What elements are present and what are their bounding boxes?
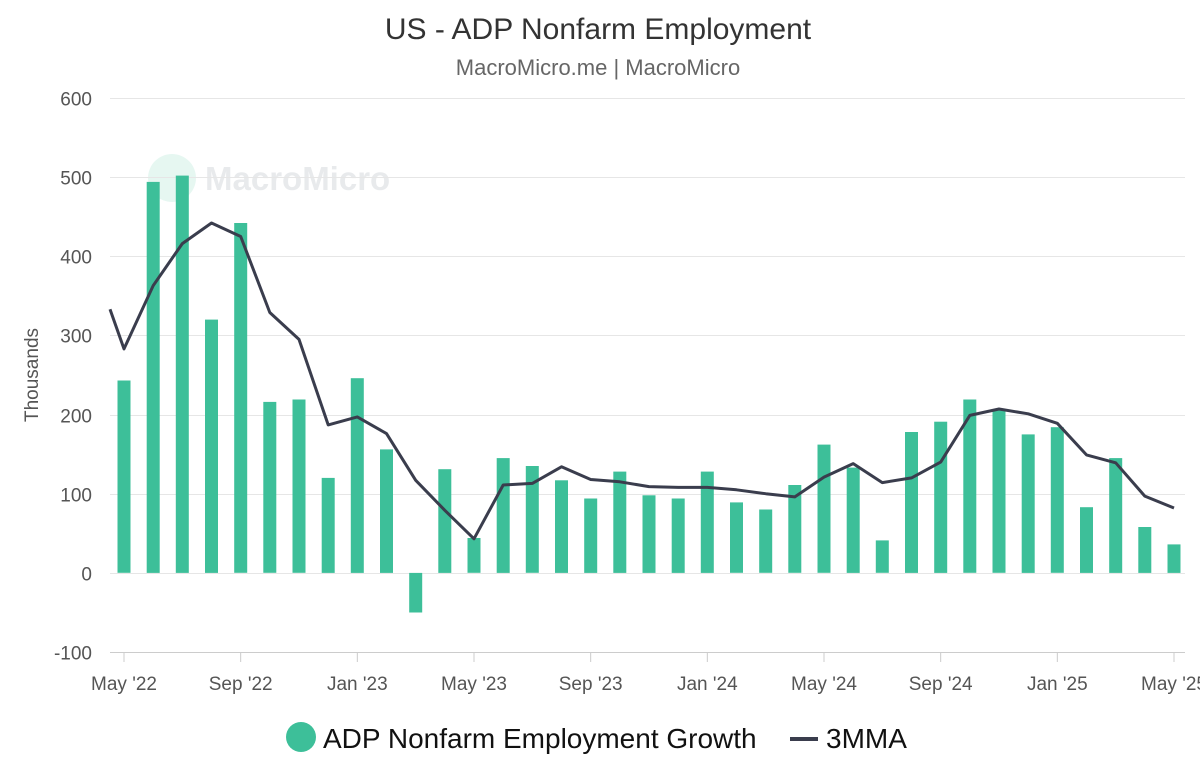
y-tick-label: 600: [60, 90, 92, 111]
bar[interactable]: [496, 458, 510, 573]
line-series: [108, 221, 1175, 541]
bar[interactable]: [380, 449, 393, 573]
bar[interactable]: [613, 471, 627, 573]
x-tick-label: May '24: [791, 674, 857, 695]
x-axis-ticks: May '22 Sep '22 Jan '23 May '23 Sep '23 Jan '…: [91, 652, 1200, 695]
bar[interactable]: [525, 466, 539, 573]
bar[interactable]: [234, 223, 248, 573]
bar[interactable]: [1138, 527, 1152, 573]
legend-bars-label: ADP Nonfarm Employment Growth: [323, 723, 757, 754]
bar[interactable]: [934, 421, 948, 573]
bar[interactable]: [1109, 458, 1123, 573]
y-axis-label: Thousands: [22, 328, 43, 422]
bar[interactable]: [350, 378, 364, 573]
bar[interactable]: [117, 380, 131, 573]
bar[interactable]: [963, 399, 977, 573]
bar[interactable]: [438, 469, 452, 573]
x-tick-label: Jan '23: [327, 674, 388, 695]
grid-layer: [110, 98, 1185, 574]
x-tick-label: Jan '25: [1027, 674, 1088, 695]
x-tick-label: Sep '23: [559, 674, 623, 695]
bar[interactable]: [146, 181, 160, 573]
watermark: MacroMicro: [148, 154, 390, 202]
legend-item-line[interactable]: 3MMA: [790, 723, 907, 754]
bar[interactable]: [321, 477, 335, 573]
y-tick-label: -100: [54, 644, 92, 665]
bar[interactable]: [1021, 434, 1035, 573]
bar[interactable]: [905, 432, 918, 573]
x-tick-label: May '22: [91, 674, 157, 695]
bar[interactable]: [992, 409, 1006, 573]
bar[interactable]: [642, 495, 656, 573]
bar[interactable]: [759, 509, 773, 573]
bar-series: [117, 175, 1181, 613]
y-tick-label: 400: [60, 248, 92, 269]
watermark-text: MacroMicro: [205, 160, 390, 197]
legend-line-label: 3MMA: [826, 723, 907, 754]
x-tick-label: Sep '22: [209, 674, 273, 695]
x-tick-label: May '25: [1141, 674, 1200, 695]
series-line-3mma[interactable]: [108, 221, 1175, 541]
bar[interactable]: [817, 444, 831, 573]
bar[interactable]: [700, 471, 714, 573]
bar[interactable]: [175, 175, 189, 573]
bar[interactable]: [875, 540, 889, 573]
bar[interactable]: [467, 538, 481, 573]
bar[interactable]: [555, 480, 568, 573]
x-tick-label: Sep '24: [909, 674, 973, 695]
bar[interactable]: [584, 498, 598, 573]
bar[interactable]: [671, 498, 685, 573]
bar[interactable]: [409, 572, 423, 613]
y-tick-label: 0: [81, 565, 92, 586]
bar[interactable]: [846, 467, 860, 573]
bar[interactable]: [292, 399, 306, 573]
bar[interactable]: [205, 319, 218, 573]
y-tick-label: 300: [60, 327, 92, 348]
x-tick-label: May '23: [441, 674, 507, 695]
bar[interactable]: [788, 485, 802, 573]
y-tick-label: 100: [60, 486, 92, 507]
bar[interactable]: [1080, 507, 1093, 573]
legend-bars-marker-icon: [286, 722, 316, 752]
bar[interactable]: [263, 401, 277, 573]
y-axis-ticks: 600 500 400 300 200 100 0 -100: [54, 90, 92, 665]
bar[interactable]: [730, 502, 743, 573]
chart-subtitle: MacroMicro.me | MacroMicro: [456, 55, 740, 80]
bar[interactable]: [1050, 427, 1064, 573]
bar[interactable]: [1167, 544, 1181, 573]
y-tick-label: 500: [60, 169, 92, 190]
chart-title: US - ADP Nonfarm Employment: [385, 13, 812, 46]
legend: ADP Nonfarm Employment Growth 3MMA: [286, 722, 907, 754]
x-tick-label: Jan '24: [677, 674, 738, 695]
legend-item-bars[interactable]: ADP Nonfarm Employment Growth: [286, 722, 757, 754]
y-tick-label: 200: [60, 407, 92, 428]
